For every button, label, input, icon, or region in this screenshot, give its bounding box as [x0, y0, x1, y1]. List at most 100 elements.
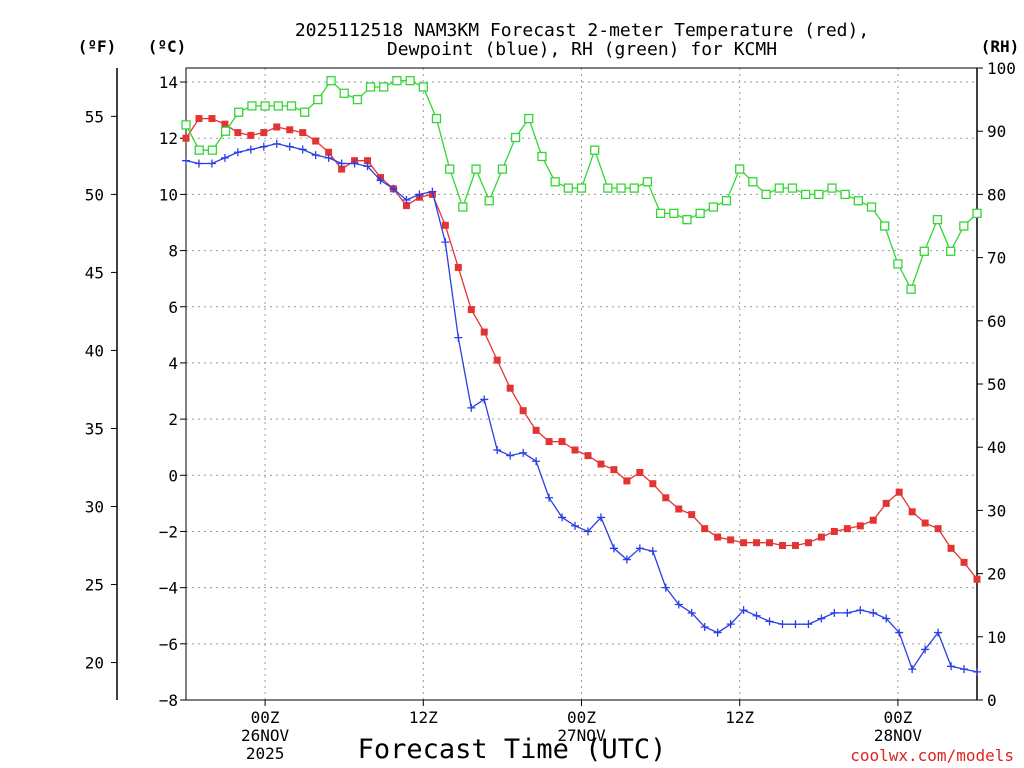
time-tick-label: 12Z: [725, 708, 754, 727]
dewpoint-point: [376, 176, 385, 185]
rh-point: [431, 113, 442, 124]
temperature-point: [506, 384, 514, 392]
temperature-point: [597, 460, 605, 468]
fahrenheit-tick-label: 35: [85, 419, 104, 438]
temperature-point: [714, 533, 722, 541]
dewpoint-point: [311, 151, 320, 160]
rh-point: [972, 208, 982, 219]
rh-point: [445, 164, 455, 174]
dewpoint-point: [324, 153, 333, 162]
dewpoint-point: [960, 665, 969, 674]
rh-point: [207, 145, 218, 155]
rh-tick-label: 90: [987, 122, 1006, 141]
dewpoint-line: [185, 143, 978, 673]
rh-point: [616, 183, 626, 193]
rh-tick-label: 70: [987, 249, 1006, 268]
rh-point: [932, 215, 943, 225]
rh-point: [629, 183, 639, 193]
fahrenheit-tick-label: 25: [85, 576, 104, 595]
rh-point: [181, 120, 191, 130]
temperature-point: [208, 115, 216, 123]
celsius-tick-label: 8: [168, 242, 178, 261]
dewpoint-point: [402, 196, 411, 205]
temperature-point: [740, 539, 748, 547]
temperature-point: [312, 137, 320, 145]
temperature-point: [338, 165, 346, 173]
dewpoint-point: [454, 333, 463, 342]
temperature-point: [299, 129, 307, 137]
rh-point: [247, 101, 257, 111]
temperature-point: [493, 356, 501, 364]
temperature-point: [247, 131, 255, 139]
rh-tick-label: 80: [987, 185, 1006, 204]
rh-axis-header: (RH): [981, 37, 1020, 56]
dewpoint-point: [545, 493, 554, 502]
temperature-point: [545, 438, 553, 446]
time-tick-label: 00Z: [251, 708, 280, 727]
dewpoint-point: [674, 600, 683, 609]
dewpoint-point: [441, 238, 450, 247]
rh-tick-label: 10: [987, 628, 1006, 647]
dewpoint-point: [739, 606, 748, 615]
dewpoint-point: [298, 145, 307, 154]
rh-point: [814, 189, 824, 200]
dewpoint-point: [583, 527, 592, 536]
fahrenheit-tick-label: 45: [85, 263, 104, 282]
dewpoint-point: [596, 513, 605, 522]
dewpoint-point: [480, 395, 489, 404]
rh-point: [708, 202, 718, 212]
temperature-point: [325, 148, 333, 156]
rh-point: [695, 208, 705, 219]
rh-point: [392, 75, 402, 86]
dewpoint-point: [687, 608, 696, 617]
rh-point: [840, 189, 850, 200]
rh-point: [352, 94, 363, 105]
dewpoint-point: [363, 162, 372, 171]
chart-title-line2: Dewpoint (blue), RH (green) for KCMH: [387, 39, 777, 60]
celsius-tick-label: −4: [159, 579, 178, 598]
dewpoint-point: [830, 608, 839, 617]
rh-tick-label: 60: [987, 312, 1006, 331]
rh-point: [774, 183, 784, 193]
rh-point: [405, 75, 415, 86]
dewpoint-point: [635, 544, 644, 553]
dewpoint-point: [648, 547, 657, 556]
celsius-tick-label: 2: [168, 410, 178, 429]
rh-point: [880, 221, 890, 231]
rh-tick-label: 100: [987, 59, 1016, 78]
rh-point: [655, 208, 666, 219]
rh-point: [194, 145, 204, 155]
temperature-point: [467, 306, 475, 314]
rh-point: [326, 75, 336, 86]
temperature-point: [778, 542, 786, 550]
dewpoint-point: [791, 620, 800, 629]
temperature-point: [649, 480, 657, 488]
dewpoint-point: [259, 142, 268, 151]
temperature-point: [221, 120, 229, 128]
celsius-tick-label: −8: [159, 691, 178, 710]
dewpoint-point: [558, 513, 567, 522]
fahrenheit-tick-label: 55: [85, 107, 104, 126]
rh-point: [800, 189, 811, 200]
temperature-point: [960, 558, 968, 566]
dewpoint-point: [285, 142, 294, 151]
rh-point: [787, 183, 798, 193]
celsius-tick-label: 0: [168, 466, 178, 485]
dewpoint-point: [246, 145, 255, 154]
dewpoint-point: [428, 187, 437, 196]
temperature-point: [843, 525, 851, 533]
temperature-point: [973, 575, 981, 583]
temperature-point: [519, 407, 527, 415]
temperature-point: [623, 477, 631, 485]
fahrenheit-tick-label: 40: [85, 341, 104, 360]
grid-lines: [186, 68, 977, 700]
temperature-point: [558, 438, 566, 446]
rh-point: [761, 189, 771, 200]
rh-tick-label: 30: [987, 501, 1006, 520]
celsius-tick-label: 12: [159, 129, 178, 148]
temperature-point: [260, 129, 268, 137]
dewpoint-point: [908, 665, 917, 674]
temperature-point: [273, 123, 281, 131]
plot-frame: [185, 67, 978, 701]
rh-point: [576, 183, 587, 193]
